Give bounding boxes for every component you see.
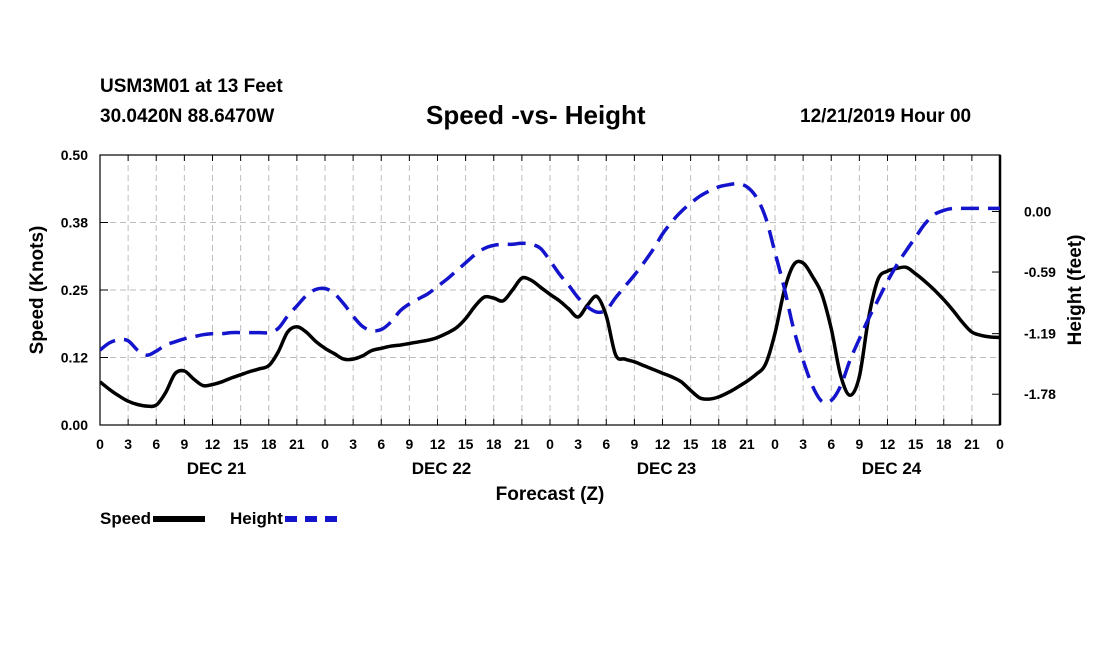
x-tick-label: 18 <box>486 436 502 452</box>
y-axis-label: Speed (Knots) <box>27 226 48 355</box>
x-tick-label: 12 <box>430 436 446 452</box>
x-tick-label: 0 <box>321 436 329 452</box>
x-tick-label: 18 <box>936 436 952 452</box>
legend-height-label: Height <box>230 509 283 528</box>
y2-tick-label: -0.59 <box>1024 264 1056 280</box>
day-label: DEC 23 <box>637 459 697 478</box>
x-tick-label: 6 <box>152 436 160 452</box>
x-tick-label: 15 <box>458 436 474 452</box>
x-tick-label: 15 <box>908 436 924 452</box>
grid <box>100 155 1000 425</box>
y-tick-label: 0.25 <box>61 282 88 298</box>
x-tick-label: 0 <box>771 436 779 452</box>
chart-title: Speed -vs- Height <box>426 100 646 130</box>
x-tick-label: 9 <box>180 436 188 452</box>
ticks: 0 3 6 9 12 15 18 21 0 3 6 9 12 15 18 21 0 3 6 9 12 15 18 21 0 3 6 9… <box>61 147 1056 478</box>
legend-speed-label: Speed <box>100 509 152 528</box>
legend-speed: Speed <box>100 509 206 529</box>
x-tick-label: 3 <box>349 436 357 452</box>
x-tick-label: 0 <box>996 436 1004 452</box>
x-tick-label: 18 <box>711 436 727 452</box>
day-label: DEC 24 <box>862 459 922 478</box>
x-tick-label: 9 <box>630 436 638 452</box>
x-tick-label: 9 <box>855 436 863 452</box>
x-tick-label: 6 <box>377 436 385 452</box>
x-tick-label: 21 <box>739 436 755 452</box>
forecast-date: 12/21/2019 Hour 00 <box>800 106 972 127</box>
x-tick-label: 21 <box>289 436 305 452</box>
series-line-height <box>100 181 1000 405</box>
x-tick-label: 15 <box>683 436 699 452</box>
station-label: USM3M01 at 13 Feet <box>100 76 283 97</box>
y2-tick-label: -1.78 <box>1024 386 1056 402</box>
x-tick-label: 21 <box>964 436 980 452</box>
x-tick-label: 6 <box>602 436 610 452</box>
x-tick-label: 15 <box>233 436 249 452</box>
x-axis-label: Forecast (Z) <box>496 484 605 505</box>
x-tick-label: 6 <box>827 436 835 452</box>
x-tick-label: 12 <box>880 436 896 452</box>
legend-height: Height <box>230 509 337 529</box>
legend-height-swatch <box>284 516 337 522</box>
y2-tick-label: 0.00 <box>1024 203 1051 219</box>
y-tick-label: 0.00 <box>61 417 88 433</box>
x-tick-label: 3 <box>574 436 582 452</box>
x-tick-label: 0 <box>96 436 104 452</box>
x-tick-label: 0 <box>546 436 554 452</box>
y2-tick-label: -1.19 <box>1024 326 1056 342</box>
coordinates-label: 30.0420N 88.6470W <box>100 106 275 127</box>
legend-speed-swatch <box>153 516 206 522</box>
series-line-speed <box>100 259 1000 409</box>
x-tick-label: 12 <box>205 436 221 452</box>
x-tick-label: 18 <box>261 436 277 452</box>
day-label: DEC 22 <box>412 459 472 478</box>
x-tick-label: 3 <box>124 436 132 452</box>
series-lines <box>100 181 1000 409</box>
x-tick-label: 3 <box>799 436 807 452</box>
x-tick-label: 12 <box>655 436 671 452</box>
x-tick-label: 21 <box>514 436 530 452</box>
y2-axis-label: Height (feet) <box>1065 235 1086 346</box>
x-tick-label: 9 <box>405 436 413 452</box>
y-tick-label: 0.38 <box>61 215 88 231</box>
y-tick-label: 0.12 <box>61 350 88 366</box>
y-tick-label: 0.50 <box>61 147 88 163</box>
day-label: DEC 21 <box>187 459 247 478</box>
